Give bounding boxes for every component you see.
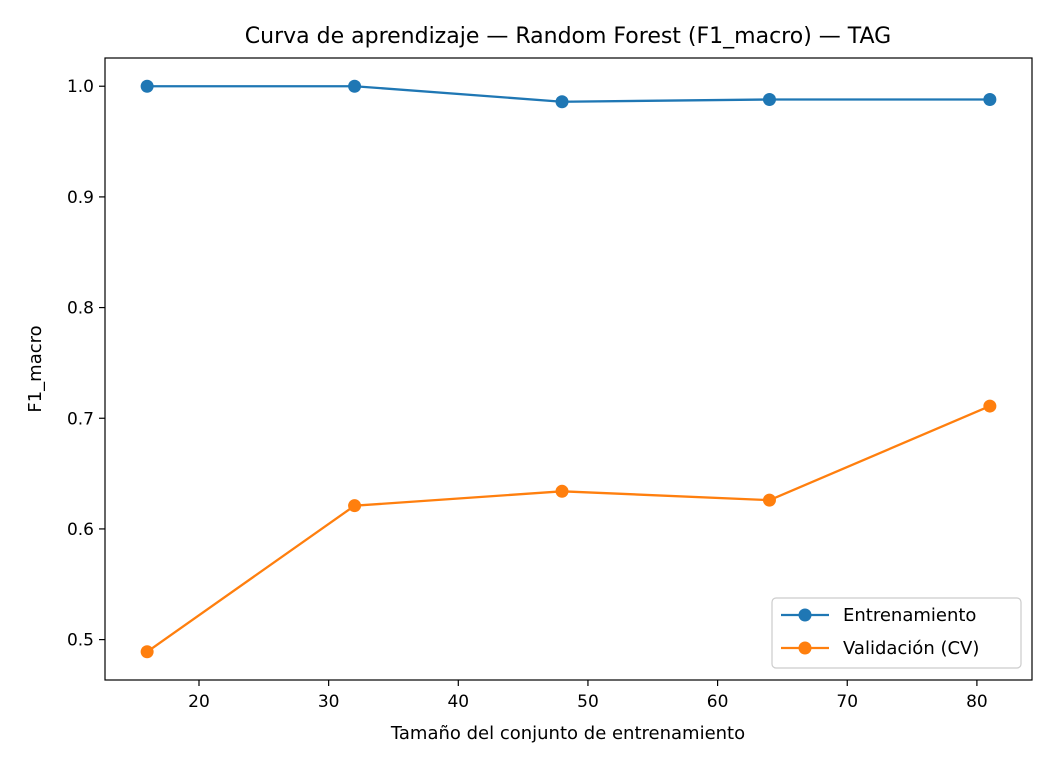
y-tick-label: 0.9 bbox=[67, 188, 94, 208]
series-point bbox=[762, 493, 776, 507]
x-tick-label: 40 bbox=[447, 692, 469, 712]
y-axis-ticks: 0.5 0.6 0.7 0.8 0.9 1.0 bbox=[67, 77, 105, 651]
series-point bbox=[348, 79, 362, 93]
x-tick-label: 50 bbox=[577, 692, 599, 712]
series-point bbox=[140, 645, 154, 659]
y-tick-label: 0.7 bbox=[67, 409, 94, 429]
series-validacion bbox=[140, 399, 997, 659]
series-entrenamiento bbox=[140, 79, 997, 109]
series-point bbox=[555, 95, 569, 109]
x-tick-label: 60 bbox=[707, 692, 729, 712]
series-point bbox=[555, 484, 569, 498]
series-point bbox=[348, 499, 362, 513]
x-tick-label: 70 bbox=[836, 692, 858, 712]
chart-title: Curva de aprendizaje — Random Forest (F1… bbox=[245, 24, 891, 49]
y-tick-label: 0.8 bbox=[67, 299, 94, 319]
y-tick-label: 1.0 bbox=[67, 77, 94, 97]
y-tick-label: 0.5 bbox=[67, 631, 94, 651]
plot-area-frame bbox=[104, 57, 1033, 681]
y-axis-label: F1_macro bbox=[25, 325, 46, 412]
legend: Entrenamiento Validación (CV) bbox=[771, 597, 1022, 669]
legend-label: Validación (CV) bbox=[843, 638, 979, 659]
x-axis-ticks: 20 30 40 50 60 70 80 bbox=[188, 680, 988, 712]
legend-entries: Entrenamiento Validación (CV) bbox=[781, 605, 979, 659]
series-point bbox=[762, 93, 776, 107]
series-layer bbox=[140, 79, 997, 659]
legend-marker bbox=[798, 608, 812, 622]
series-point bbox=[983, 399, 997, 413]
x-tick-label: 30 bbox=[318, 692, 340, 712]
legend-marker bbox=[798, 641, 812, 655]
series-point bbox=[140, 79, 154, 93]
x-tick-label: 20 bbox=[188, 692, 210, 712]
series-point bbox=[983, 93, 997, 107]
legend-label: Entrenamiento bbox=[843, 605, 976, 626]
legend-box bbox=[771, 597, 1022, 669]
x-tick-label: 80 bbox=[966, 692, 988, 712]
y-tick-label: 0.6 bbox=[67, 520, 94, 540]
x-axis-label: Tamaño del conjunto de entrenamiento bbox=[390, 723, 745, 744]
